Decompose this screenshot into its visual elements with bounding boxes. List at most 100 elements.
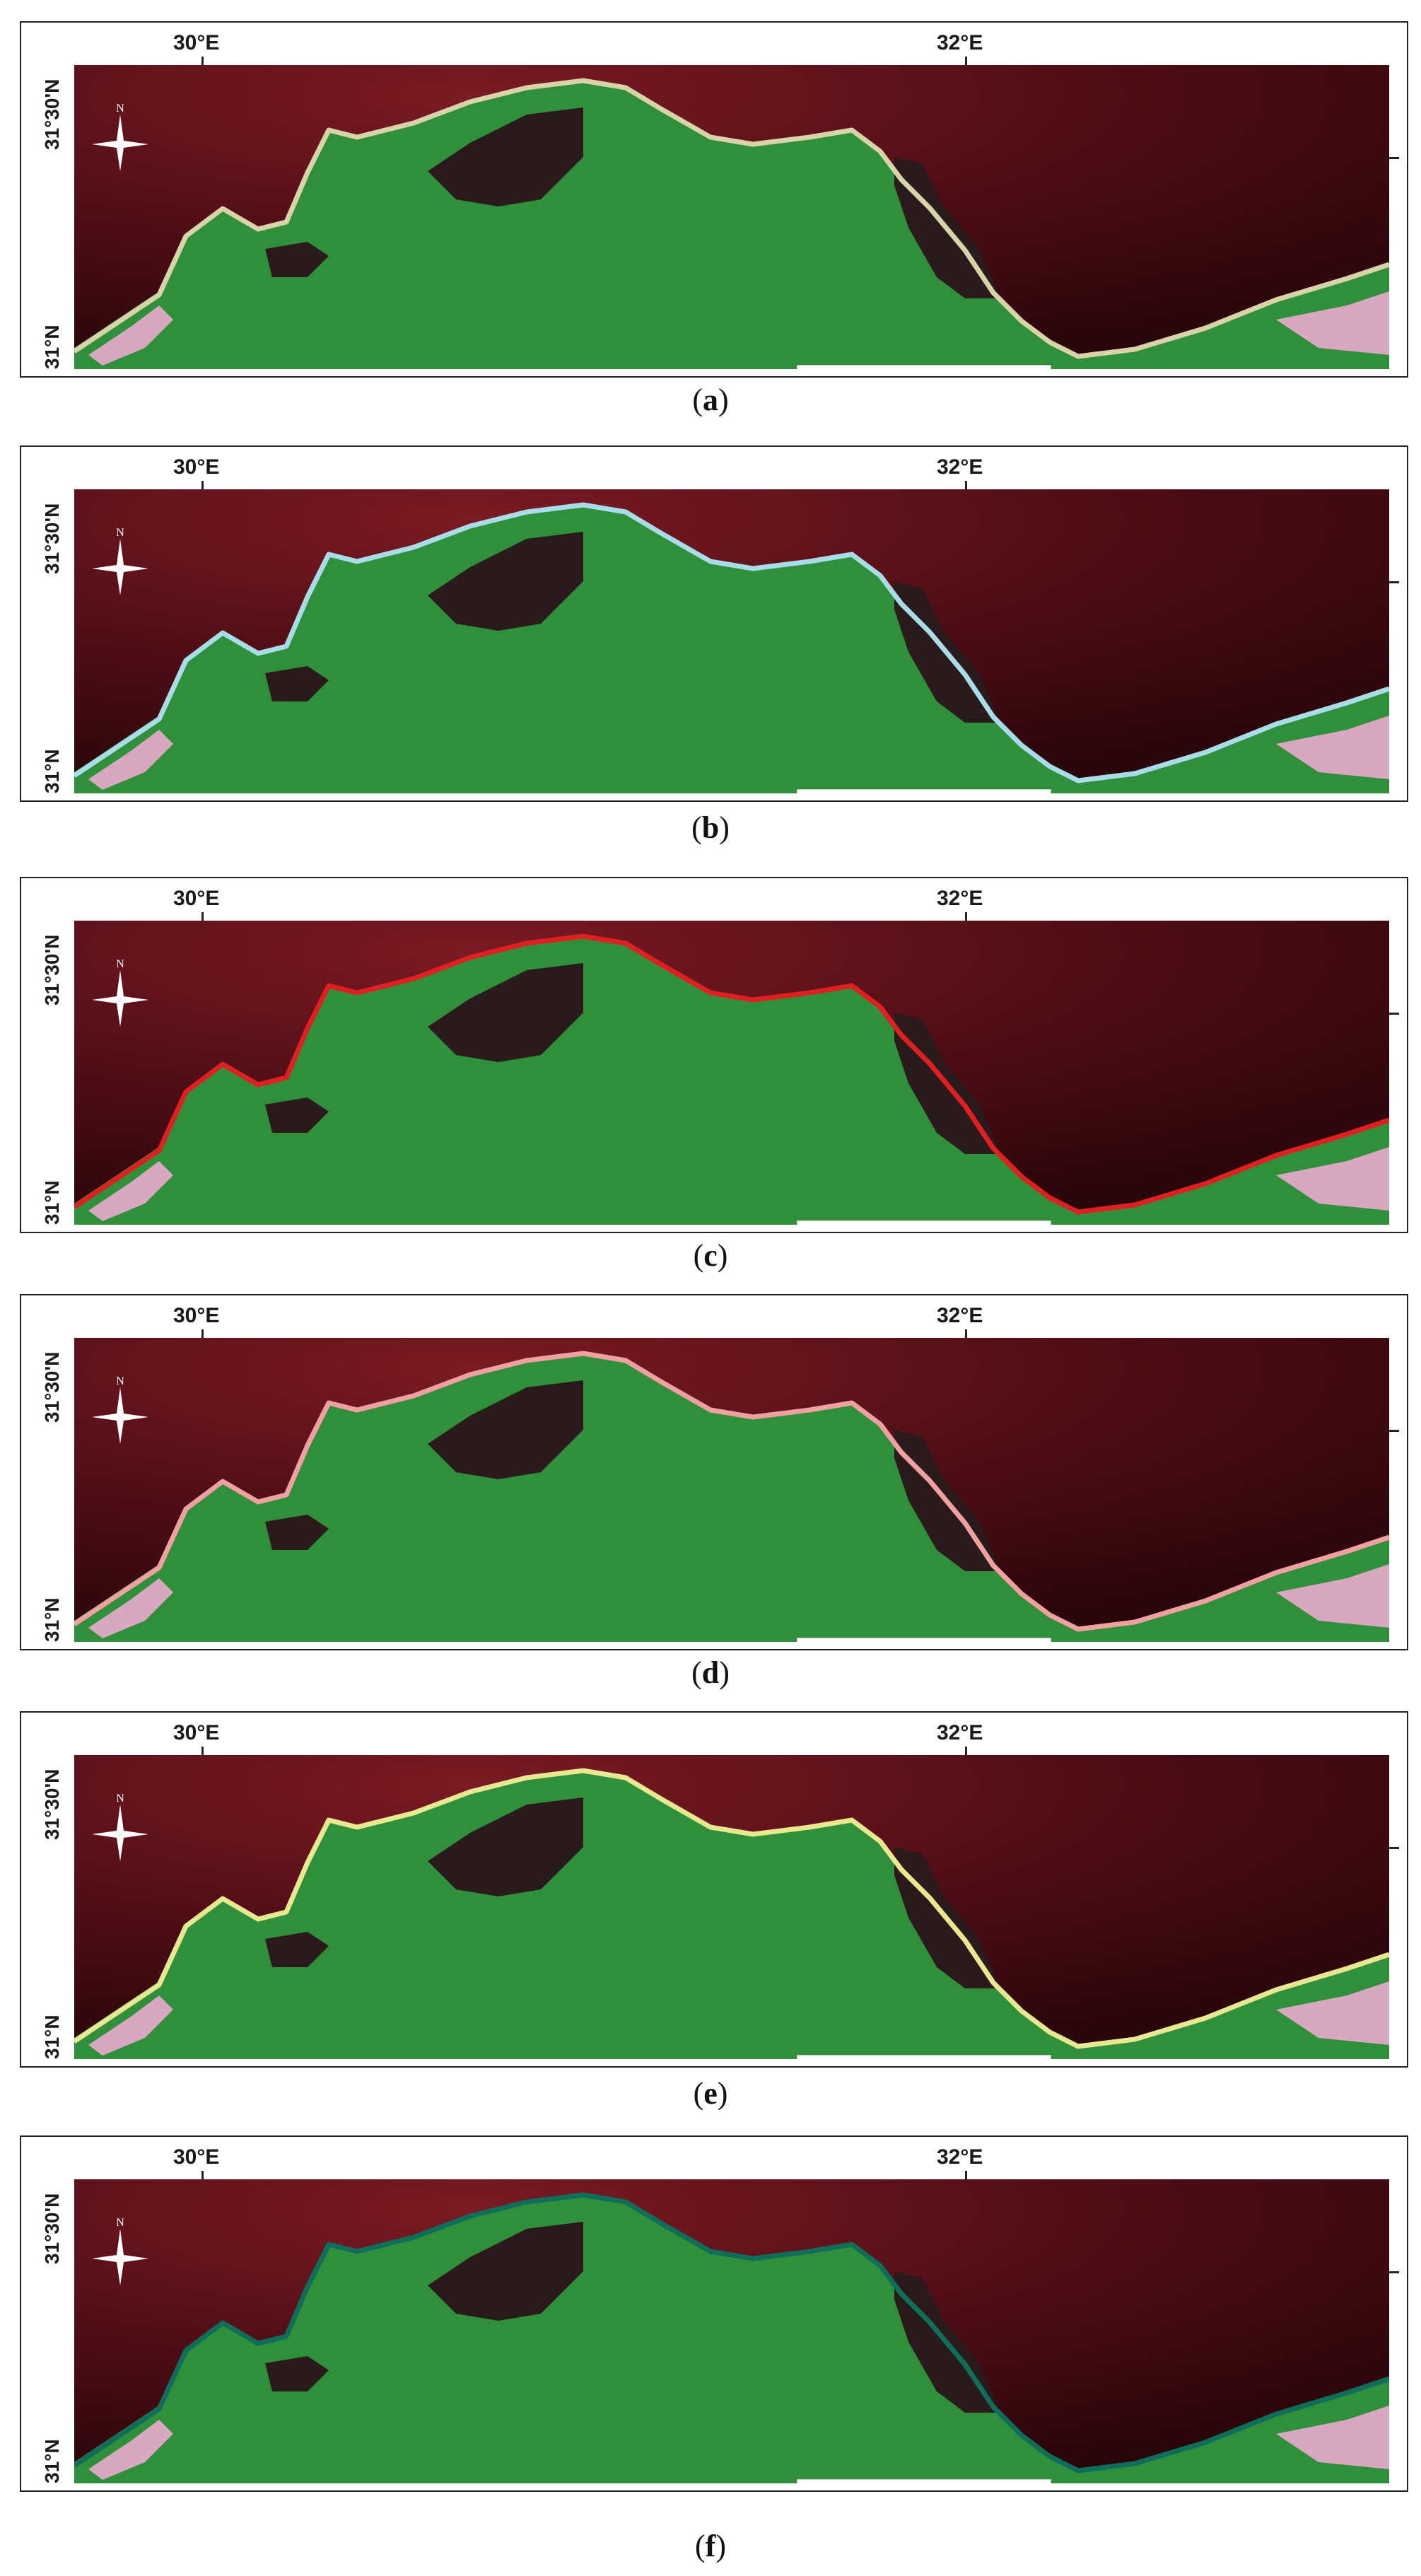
lake-burullus (428, 2222, 583, 2321)
map-frame: 30°E 32°E 31°30'N 31°N (20, 2135, 1408, 2492)
longitude-tick (965, 57, 967, 66)
east-sand (1276, 291, 1389, 355)
coastal-sand (88, 730, 173, 790)
coastal-sand (88, 1995, 173, 2056)
latitude-label-31n: 31°N (41, 2439, 63, 2483)
map-frame: 30°E 32°E 31°30'N 31°N (20, 21, 1408, 378)
lake-burullus (428, 107, 583, 206)
north-label: N (116, 103, 124, 115)
shoreline-path (74, 1768, 1389, 2049)
lake-edku (265, 1932, 329, 1967)
panel-caption-e: (e) (693, 2076, 728, 2111)
lake-edku (265, 1515, 329, 1550)
north-label: N (116, 1793, 124, 1805)
longitude-tick (201, 1329, 204, 1339)
lake-burullus (428, 963, 583, 1062)
map-panel-d: 30°E 32°E 31°30'N 31°N (20, 1294, 1408, 1650)
north-arrow: N (88, 102, 152, 173)
longitude-tick (201, 912, 204, 922)
caption-letter: c (703, 1238, 718, 1273)
caption-letter: a (703, 383, 718, 417)
latitude-label-31-30n: 31°30'N (41, 78, 63, 150)
caption-letter: f (705, 2529, 716, 2563)
lake-burullus (428, 532, 583, 631)
satellite-map: N 0 5 10 20 30 40 (74, 921, 1389, 1225)
latitude-label-31n: 31°N (41, 2015, 63, 2059)
coastal-sand (88, 1161, 173, 1221)
latitude-tick-right (1389, 157, 1399, 159)
map-legend: Shorline_2000 (797, 1638, 1051, 1642)
north-arrow: N (88, 1792, 152, 1863)
latitude-label-31n: 31°N (41, 749, 63, 793)
coastal-sand (88, 1578, 173, 1638)
map-legend: Shorline_2015 (797, 2055, 1051, 2059)
latitude-tick-right (1389, 2271, 1399, 2273)
map-panel-e: 30°E 32°E 31°30'N 31°N (20, 1711, 1408, 2068)
latitude-tick-right (1389, 1013, 1399, 1015)
map-frame: 30°E 32°E 31°30'N 31°N (20, 1294, 1408, 1650)
caption-letter: e (703, 2076, 718, 2111)
panel-caption-b: (b) (691, 810, 730, 845)
latitude-tick-right (1389, 1847, 1399, 1849)
latitude-label-31n: 31°N (41, 325, 63, 369)
north-arrow: N (88, 526, 152, 597)
map-panel-a: 30°E 32°E 31°30'N 31°N (20, 21, 1408, 378)
east-sand (1276, 716, 1389, 779)
nile-delta-land (74, 503, 1389, 793)
north-arrow: N (88, 1375, 152, 1445)
latitude-label-31-30n: 31°30'N (41, 2193, 63, 2264)
longitude-tick (965, 481, 967, 491)
longitude-label-32e: 32°E (937, 1721, 983, 1744)
longitude-label-30e: 30°E (173, 1721, 220, 1744)
panel-caption-c: (c) (693, 1238, 728, 1273)
panel-caption-f: (f) (695, 2529, 726, 2563)
latitude-label-31-30n: 31°30'N (41, 1351, 63, 1423)
north-arrow: N (88, 957, 152, 1028)
satellite-map: N 0 5 10 20 30 40 (74, 489, 1389, 793)
map-frame: 30°E 32°E 31°30'N 31°N (20, 1711, 1408, 2068)
longitude-label-32e: 32°E (937, 31, 983, 54)
longitude-label-32e: 32°E (937, 887, 983, 910)
satellite-map: N 0 5 10 20 30 40 (74, 1338, 1389, 1642)
panel-caption-d: (d) (691, 1655, 730, 1690)
lake-edku (265, 242, 329, 277)
longitude-tick (965, 912, 967, 922)
map-legend: Shorline_2022 (797, 2479, 1051, 2483)
east-sand (1276, 1981, 1389, 2045)
map-legend: Shorline_1990 (797, 1220, 1051, 1225)
longitude-label-30e: 30°E (173, 887, 220, 910)
latitude-tick-right (1389, 581, 1399, 583)
caption-letter: b (701, 810, 720, 845)
nile-delta-land (74, 2193, 1389, 2483)
map-panel-b: 30°E 32°E 31°30'N 31°N (20, 445, 1408, 802)
satellite-map: N 0 5 10 20 30 40 (74, 1755, 1389, 2059)
latitude-label-31-30n: 31°30'N (41, 1768, 63, 1840)
coastal-sand (88, 2420, 173, 2480)
map-panel-c: 30°E 32°E 31°30'N 31°N (20, 877, 1408, 1233)
shoreline-path (74, 1351, 1389, 1632)
panel-caption-a: (a) (692, 383, 729, 417)
longitude-tick (965, 2171, 967, 2181)
map-panel-f: 30°E 32°E 31°30'N 31°N (20, 2135, 1408, 2492)
longitude-label-32e: 32°E (937, 455, 983, 479)
east-sand (1276, 2406, 1389, 2469)
longitude-tick (201, 1747, 204, 1756)
map-legend: Shorline_1980 (797, 789, 1051, 793)
nile-delta-land (74, 79, 1389, 369)
longitude-label-30e: 30°E (173, 31, 220, 54)
caption-letter: d (701, 1655, 720, 1690)
north-label: N (116, 2217, 124, 2229)
longitude-tick (965, 1329, 967, 1339)
longitude-tick (201, 2171, 204, 2181)
lake-burullus (428, 1380, 583, 1479)
longitude-label-30e: 30°E (173, 2145, 220, 2169)
north-label: N (116, 527, 124, 539)
north-label: N (116, 958, 124, 970)
east-sand (1276, 1564, 1389, 1628)
longitude-label-32e: 32°E (937, 2145, 983, 2169)
east-sand (1276, 1147, 1389, 1211)
lake-burullus (428, 1797, 583, 1896)
north-arrow: N (88, 2216, 152, 2287)
longitude-label-32e: 32°E (937, 1304, 983, 1327)
latitude-label-31-30n: 31°30'N (41, 934, 63, 1006)
